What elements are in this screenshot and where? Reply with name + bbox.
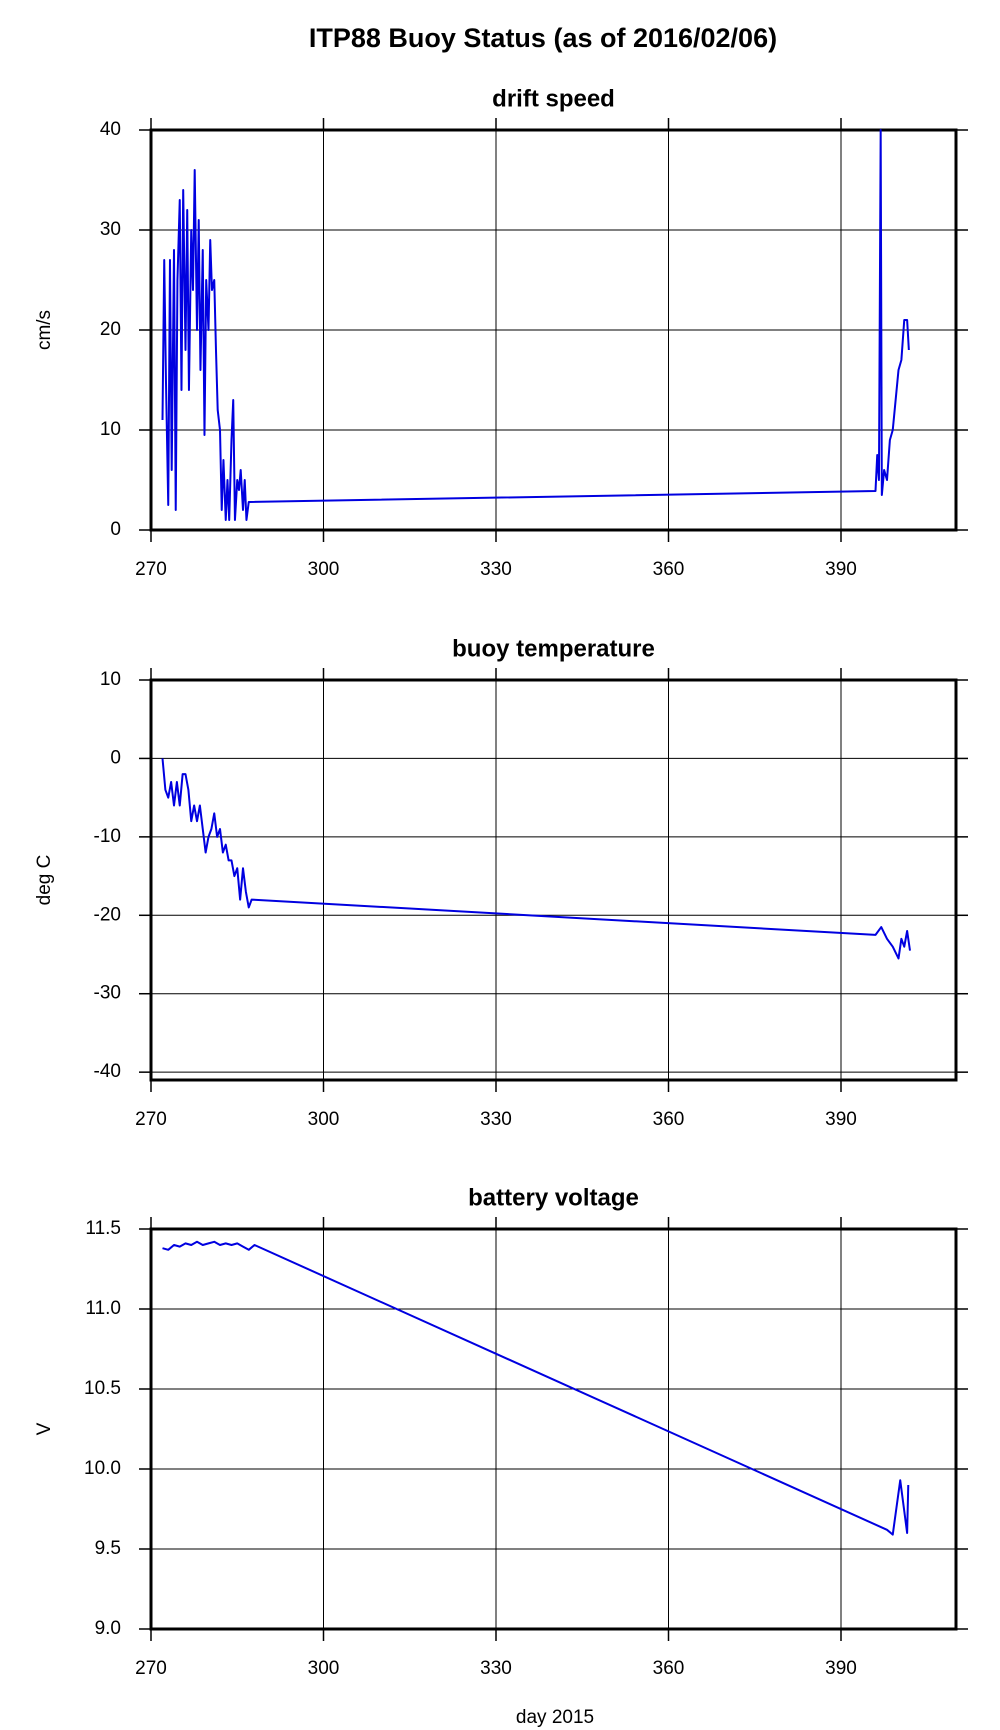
y-axis-label: V	[34, 1422, 55, 1435]
figure-title: ITP88 Buoy Status (as of 2016/02/06)	[309, 23, 777, 53]
y-tick-label: 10.5	[84, 1378, 121, 1399]
chart-title: battery voltage	[468, 1184, 639, 1211]
x-tick-label: 390	[825, 559, 857, 580]
data-line	[162, 1240, 910, 1536]
y-tick-label: -30	[94, 983, 121, 1004]
y-tick-label: 11.0	[85, 1298, 121, 1319]
x-axis-label: day 2015	[516, 1707, 594, 1728]
x-tick-label: 300	[308, 559, 340, 580]
x-tick-label: 270	[135, 1109, 167, 1130]
plot-frame	[149, 128, 958, 532]
x-tick-label: 390	[825, 1109, 857, 1130]
x-tick-label: 330	[480, 1658, 512, 1679]
y-tick-label: 10.0	[84, 1458, 121, 1479]
y-tick-label: 9.5	[95, 1538, 121, 1559]
x-tick-label: 360	[653, 1109, 685, 1130]
y-tick-label: 20	[100, 319, 121, 340]
x-tick-label: 360	[653, 559, 685, 580]
y-tick-label: -40	[94, 1061, 121, 1082]
data-line	[161, 129, 910, 521]
plot-frame	[149, 1227, 958, 1631]
y-tick-label: -10	[94, 826, 121, 847]
x-tick-label: 390	[825, 1658, 857, 1679]
y-axis-label: cm/s	[34, 310, 55, 350]
x-tick-label: 300	[308, 1658, 340, 1679]
chart-title: buoy temperature	[452, 635, 655, 662]
x-tick-label: 330	[480, 559, 512, 580]
y-tick-label: 0	[110, 747, 121, 768]
y-tick-label: 11.5	[85, 1218, 121, 1239]
y-tick-label: -20	[94, 904, 121, 925]
y-tick-label: 10	[100, 419, 121, 440]
x-tick-label: 330	[480, 1109, 512, 1130]
plot-frame	[149, 678, 958, 1082]
y-tick-label: 40	[100, 119, 121, 140]
data-line	[161, 758, 911, 960]
chart-title: drift speed	[492, 85, 615, 112]
x-tick-label: 270	[135, 1658, 167, 1679]
y-tick-label: 10	[100, 669, 121, 690]
x-tick-label: 360	[653, 1658, 685, 1679]
x-tick-label: 300	[308, 1109, 340, 1130]
y-axis-label: deg C	[34, 855, 55, 906]
y-tick-label: 30	[100, 219, 121, 240]
x-tick-label: 270	[135, 559, 167, 580]
y-tick-label: 9.0	[95, 1618, 121, 1639]
y-tick-label: 0	[110, 519, 121, 540]
